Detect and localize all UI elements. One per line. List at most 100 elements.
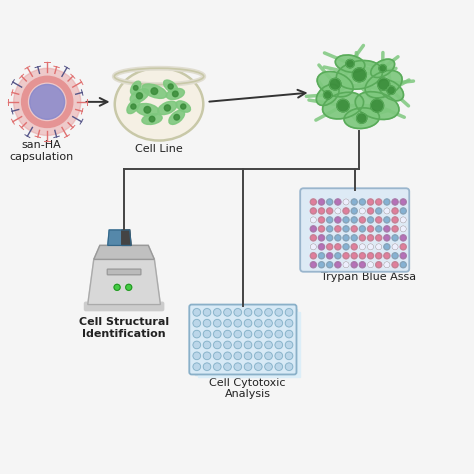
Circle shape xyxy=(213,309,221,316)
Circle shape xyxy=(400,217,406,223)
Circle shape xyxy=(335,208,341,214)
Circle shape xyxy=(351,253,357,259)
Circle shape xyxy=(384,244,390,250)
FancyBboxPatch shape xyxy=(84,302,164,310)
Circle shape xyxy=(343,253,349,259)
Circle shape xyxy=(319,262,325,268)
Ellipse shape xyxy=(323,92,364,119)
Circle shape xyxy=(224,341,231,349)
Circle shape xyxy=(164,105,171,111)
Ellipse shape xyxy=(130,81,141,95)
Circle shape xyxy=(264,341,273,349)
Text: Cell Line: Cell Line xyxy=(135,144,183,154)
Ellipse shape xyxy=(344,108,379,128)
Circle shape xyxy=(285,352,293,360)
Circle shape xyxy=(376,253,382,259)
Circle shape xyxy=(137,93,143,99)
Circle shape xyxy=(327,244,333,250)
Circle shape xyxy=(224,309,231,316)
Circle shape xyxy=(329,78,341,90)
Circle shape xyxy=(392,235,398,241)
FancyBboxPatch shape xyxy=(107,269,141,275)
Circle shape xyxy=(371,99,383,112)
Circle shape xyxy=(203,309,211,316)
Circle shape xyxy=(378,78,390,90)
Ellipse shape xyxy=(379,80,403,101)
Circle shape xyxy=(351,262,357,268)
Polygon shape xyxy=(108,230,131,246)
Circle shape xyxy=(203,319,211,327)
Circle shape xyxy=(213,363,221,371)
Circle shape xyxy=(335,217,341,223)
Circle shape xyxy=(255,341,262,349)
Circle shape xyxy=(264,330,273,338)
Text: Cell Structural
Identification: Cell Structural Identification xyxy=(79,317,169,339)
Circle shape xyxy=(387,86,395,94)
Circle shape xyxy=(392,199,398,205)
Circle shape xyxy=(234,330,242,338)
Circle shape xyxy=(14,68,81,136)
Circle shape xyxy=(285,309,293,316)
Circle shape xyxy=(244,319,252,327)
Ellipse shape xyxy=(355,92,399,119)
Circle shape xyxy=(327,262,333,268)
Circle shape xyxy=(392,226,398,232)
Circle shape xyxy=(310,253,316,259)
Circle shape xyxy=(327,226,333,232)
Circle shape xyxy=(343,217,349,223)
Circle shape xyxy=(384,253,390,259)
Circle shape xyxy=(324,91,332,99)
Circle shape xyxy=(343,208,349,214)
Circle shape xyxy=(351,208,357,214)
Circle shape xyxy=(264,309,273,316)
Circle shape xyxy=(310,244,316,250)
Circle shape xyxy=(255,363,262,371)
Circle shape xyxy=(335,244,341,250)
Circle shape xyxy=(400,208,406,214)
Circle shape xyxy=(367,208,374,214)
Circle shape xyxy=(244,341,252,349)
Circle shape xyxy=(359,199,365,205)
Circle shape xyxy=(384,262,390,268)
Circle shape xyxy=(264,352,273,360)
Circle shape xyxy=(275,330,283,338)
Circle shape xyxy=(244,309,252,316)
Circle shape xyxy=(335,253,341,259)
Circle shape xyxy=(203,330,211,338)
Circle shape xyxy=(376,226,382,232)
Circle shape xyxy=(327,217,333,223)
Circle shape xyxy=(255,352,262,360)
Circle shape xyxy=(351,226,357,232)
Ellipse shape xyxy=(164,80,178,93)
Circle shape xyxy=(376,244,382,250)
Circle shape xyxy=(285,330,293,338)
Ellipse shape xyxy=(337,61,383,89)
Circle shape xyxy=(319,208,325,214)
Circle shape xyxy=(367,253,374,259)
Circle shape xyxy=(400,262,406,268)
Circle shape xyxy=(359,253,365,259)
Polygon shape xyxy=(122,230,131,246)
Ellipse shape xyxy=(130,89,149,103)
Polygon shape xyxy=(198,312,301,377)
Polygon shape xyxy=(195,310,297,374)
Circle shape xyxy=(384,226,390,232)
Circle shape xyxy=(310,226,316,232)
Circle shape xyxy=(285,341,293,349)
Circle shape xyxy=(275,309,283,316)
Circle shape xyxy=(400,226,406,232)
Circle shape xyxy=(367,217,374,223)
Circle shape xyxy=(392,262,398,268)
Circle shape xyxy=(343,235,349,241)
Circle shape xyxy=(400,199,406,205)
Circle shape xyxy=(310,262,316,268)
Circle shape xyxy=(193,319,201,327)
Ellipse shape xyxy=(115,68,203,141)
Circle shape xyxy=(359,244,365,250)
Circle shape xyxy=(346,59,354,68)
Circle shape xyxy=(310,208,316,214)
Circle shape xyxy=(174,114,180,120)
Circle shape xyxy=(193,309,201,316)
Ellipse shape xyxy=(365,71,402,98)
Circle shape xyxy=(255,309,262,316)
